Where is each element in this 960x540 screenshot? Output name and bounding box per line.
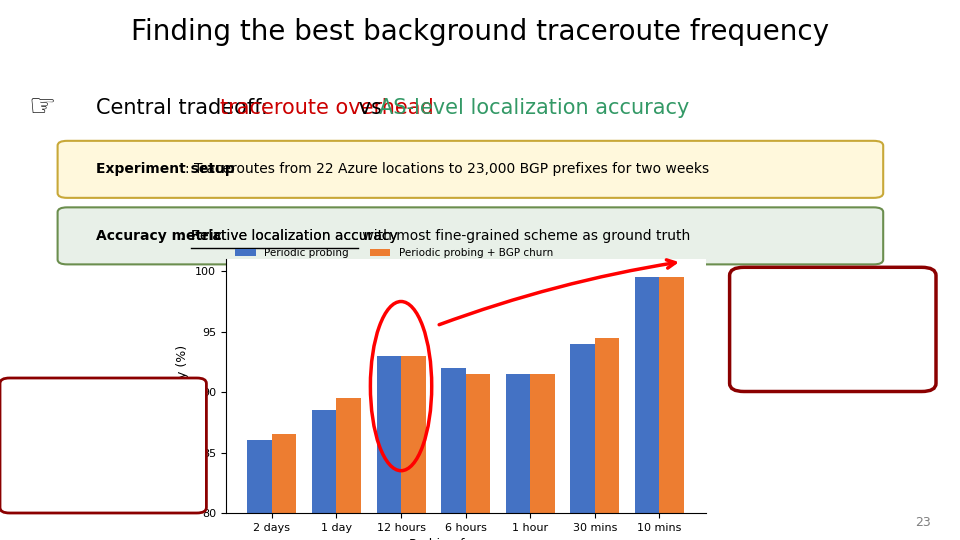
- Text: with most fine-grained scheme as ground truth: with most fine-grained scheme as ground …: [358, 229, 690, 243]
- Text: ☞: ☞: [29, 93, 57, 122]
- Text: : Traceroutes from 22 Azure locations to 23,000 BGP prefixes for two weeks: : Traceroutes from 22 Azure locations to…: [185, 163, 709, 177]
- Text: 23: 23: [916, 516, 931, 529]
- Text: Finding the best background traceroute frequency: Finding the best background traceroute f…: [131, 18, 829, 46]
- Bar: [441, 368, 466, 540]
- Y-axis label: Accuracy (%): Accuracy (%): [177, 345, 189, 428]
- FancyBboxPatch shape: [58, 207, 883, 265]
- FancyBboxPatch shape: [58, 141, 883, 198]
- Text: Probing scheme
can be configured
by the operators: Probing scheme can be configured by the …: [40, 422, 165, 469]
- Bar: [401, 356, 425, 540]
- Text: traceroute overhead: traceroute overhead: [221, 98, 434, 118]
- Bar: [312, 410, 337, 540]
- Text: Accuracy metric: Accuracy metric: [96, 229, 222, 243]
- Text: Experiment setup: Experiment setup: [96, 163, 235, 177]
- Text: :: :: [180, 229, 188, 243]
- Bar: [530, 374, 555, 540]
- Text: vs: vs: [351, 98, 388, 118]
- Bar: [466, 374, 491, 540]
- Bar: [248, 441, 272, 540]
- Bar: [594, 338, 619, 540]
- Bar: [272, 435, 297, 540]
- Text: Central tradeoff:: Central tradeoff:: [96, 98, 275, 118]
- Bar: [506, 374, 530, 540]
- Bar: [635, 278, 660, 540]
- Bar: [376, 356, 401, 540]
- Text: AS-level localization accuracy: AS-level localization accuracy: [379, 98, 690, 118]
- Bar: [570, 344, 594, 540]
- X-axis label: Probing frequency: Probing frequency: [409, 538, 522, 540]
- Bar: [660, 278, 684, 540]
- Text: 72X
cheaper!: 72X cheaper!: [784, 309, 882, 350]
- Text: Relative localization accuracy: Relative localization accuracy: [191, 229, 397, 243]
- Text: Relative localization accuracy: Relative localization accuracy: [191, 229, 397, 243]
- Bar: [337, 398, 361, 540]
- Legend: Periodic probing, Periodic probing + BGP churn: Periodic probing, Periodic probing + BGP…: [230, 244, 557, 262]
